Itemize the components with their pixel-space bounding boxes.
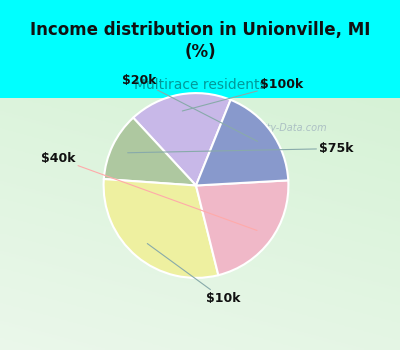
Wedge shape xyxy=(196,100,288,186)
Wedge shape xyxy=(104,179,218,278)
Text: $40k: $40k xyxy=(41,152,257,230)
Text: Multirace residents: Multirace residents xyxy=(134,78,266,92)
Text: City-Data.com: City-Data.com xyxy=(257,123,327,133)
Text: $10k: $10k xyxy=(147,244,240,305)
Wedge shape xyxy=(196,180,288,275)
Wedge shape xyxy=(133,93,231,186)
Wedge shape xyxy=(104,118,196,186)
Text: $75k: $75k xyxy=(128,142,354,155)
Text: $100k: $100k xyxy=(182,78,303,111)
Text: Income distribution in Unionville, MI
(%): Income distribution in Unionville, MI (%… xyxy=(30,21,370,61)
Text: $20k: $20k xyxy=(122,74,258,141)
